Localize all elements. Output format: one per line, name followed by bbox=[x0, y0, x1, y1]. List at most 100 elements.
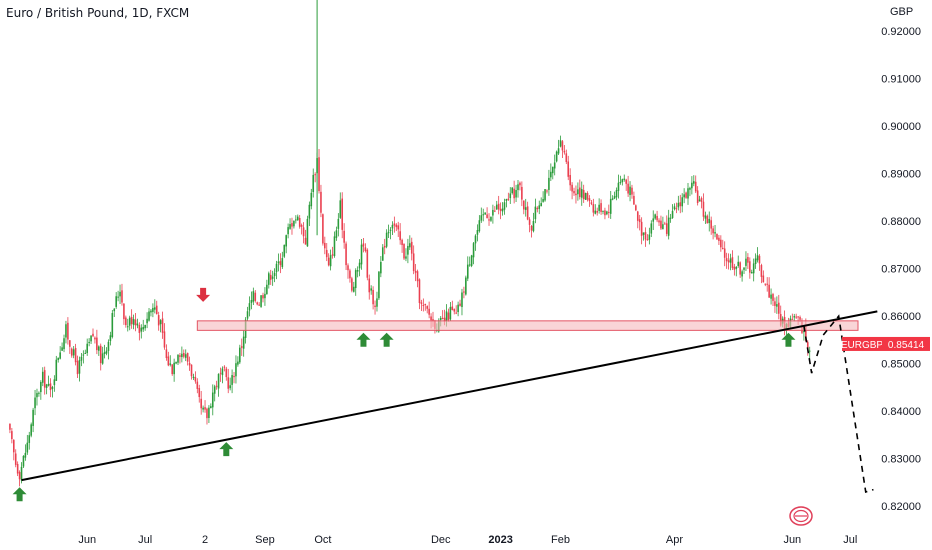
candle-body bbox=[352, 286, 355, 292]
y-tick-label: 0.85000 bbox=[881, 359, 921, 371]
candle-body bbox=[325, 249, 328, 258]
candle-body bbox=[627, 183, 629, 194]
candle-body bbox=[92, 333, 94, 337]
candle-body bbox=[285, 235, 287, 247]
candle-body bbox=[712, 228, 714, 234]
x-tick-label: Jun bbox=[78, 534, 96, 546]
candle-body bbox=[192, 376, 195, 379]
candle-body bbox=[662, 224, 664, 230]
candle-body bbox=[269, 274, 272, 280]
candle-body bbox=[237, 361, 239, 365]
candle-body bbox=[731, 257, 734, 268]
candle-body bbox=[202, 407, 204, 410]
candle-body bbox=[638, 219, 641, 223]
candle-body bbox=[548, 177, 550, 190]
candle-body bbox=[51, 386, 54, 389]
candle-body bbox=[484, 212, 486, 215]
candle-body bbox=[370, 288, 372, 291]
candle-body bbox=[432, 319, 434, 321]
candle-body bbox=[378, 271, 380, 299]
candle-body bbox=[196, 381, 199, 389]
candle-body bbox=[465, 277, 467, 295]
candle-body bbox=[468, 264, 471, 266]
candle-body bbox=[613, 196, 616, 199]
candle-body bbox=[805, 326, 807, 341]
x-tick-label: Apr bbox=[666, 534, 683, 546]
candle-body bbox=[389, 229, 392, 231]
candle-body bbox=[642, 232, 645, 235]
candle-body bbox=[264, 293, 266, 299]
candle-body bbox=[227, 377, 230, 389]
candle-body bbox=[623, 178, 626, 180]
candle-body bbox=[683, 194, 685, 198]
candle-body bbox=[293, 220, 295, 227]
candle-body bbox=[215, 385, 218, 387]
time-axis[interactable]: Jun Jul 2 Sep Oct Dec 2023 Feb Apr Jun Jul bbox=[78, 534, 857, 546]
candle-body bbox=[397, 225, 400, 230]
candle-body bbox=[667, 217, 670, 236]
candle-body bbox=[714, 232, 716, 234]
up-arrow-icon bbox=[379, 332, 394, 347]
candle-body bbox=[401, 239, 403, 246]
candle-body bbox=[34, 397, 36, 409]
candle-body bbox=[109, 335, 112, 342]
candle-body bbox=[335, 230, 338, 238]
candle-body bbox=[575, 193, 577, 196]
candle-body bbox=[569, 175, 571, 186]
candle-body bbox=[586, 193, 589, 200]
candle-body bbox=[20, 466, 23, 481]
candle-body bbox=[590, 202, 593, 204]
candle-body bbox=[750, 271, 753, 274]
candle-body bbox=[573, 190, 575, 194]
price-axis[interactable]: 0.92000 0.91000 0.90000 0.89000 0.88000 0.870… bbox=[881, 26, 921, 513]
candle-body bbox=[306, 218, 309, 247]
candle-body bbox=[99, 345, 102, 364]
candle-body bbox=[418, 279, 421, 304]
candle-body bbox=[171, 364, 174, 375]
candle-body bbox=[97, 346, 100, 351]
price-tag-label: 0.85414 bbox=[888, 340, 925, 351]
candle-body bbox=[121, 290, 123, 303]
candle-body bbox=[254, 292, 257, 301]
candle-body bbox=[296, 216, 299, 221]
candle-body bbox=[584, 192, 587, 200]
candle-body bbox=[246, 311, 249, 319]
y-tick-label: 0.88000 bbox=[881, 216, 921, 228]
candle-body bbox=[63, 338, 65, 350]
candle-body bbox=[376, 298, 378, 307]
candle-body bbox=[797, 316, 799, 318]
candle-body bbox=[592, 204, 595, 213]
candle-body bbox=[161, 318, 164, 333]
candle-body bbox=[567, 161, 570, 177]
candle-body bbox=[9, 423, 11, 430]
candle-body bbox=[354, 270, 357, 289]
candle-body bbox=[553, 162, 556, 169]
candle-body bbox=[130, 317, 133, 325]
candle-body bbox=[159, 320, 162, 325]
candle-body bbox=[445, 311, 448, 321]
candle-body bbox=[407, 246, 409, 255]
candle-body bbox=[381, 247, 384, 261]
candle-body bbox=[211, 392, 214, 408]
candle-body bbox=[675, 208, 678, 210]
candle-body bbox=[283, 244, 286, 257]
candle-body bbox=[671, 210, 674, 218]
candle-body bbox=[617, 182, 620, 191]
candle-body bbox=[362, 243, 365, 247]
candle-body bbox=[14, 453, 17, 465]
candle-body bbox=[646, 239, 649, 241]
candle-body bbox=[542, 199, 544, 202]
candle-body bbox=[635, 205, 637, 211]
candle-body bbox=[490, 216, 492, 221]
candle-body bbox=[673, 206, 676, 210]
candle-body bbox=[522, 200, 525, 210]
candle-body bbox=[144, 324, 146, 329]
trendline-group bbox=[21, 310, 878, 482]
candle-body bbox=[497, 203, 500, 210]
candle-body bbox=[459, 303, 461, 306]
current-price-tag-group: EURGBP 0.85414 bbox=[841, 336, 930, 351]
candle-body bbox=[455, 312, 457, 314]
candle-body bbox=[287, 227, 289, 235]
candle-body bbox=[119, 291, 121, 297]
